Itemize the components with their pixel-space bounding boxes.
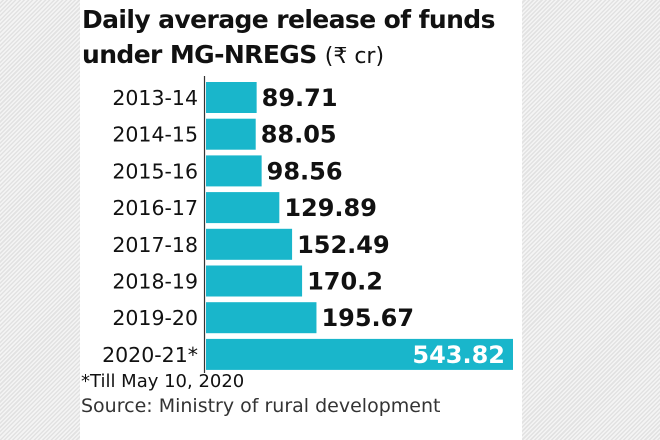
chart-title: Daily average release of funds under MG-… xyxy=(82,2,522,74)
bar-2016-17 xyxy=(206,192,280,224)
value-label: 170.2 xyxy=(307,268,383,296)
bar-2017-18 xyxy=(206,228,293,260)
value-label: 543.82 xyxy=(412,341,505,369)
category-label: 2018-19 xyxy=(112,270,198,294)
bar-2018-19 xyxy=(206,265,303,297)
source-note: Source: Ministry of rural development xyxy=(81,395,441,417)
value-label: 195.67 xyxy=(321,304,414,332)
value-label: 88.05 xyxy=(261,121,337,149)
chart-title-unit: (₹ cr) xyxy=(324,44,385,69)
value-label: 129.89 xyxy=(284,194,377,222)
category-label: 2020-21* xyxy=(102,343,198,367)
bar-2020-21* xyxy=(206,338,513,370)
bars-group xyxy=(206,82,513,370)
value-labels-group: 89.71 88.05 98.56 129.89 152.49 170.2 195.67 54… xyxy=(261,84,505,369)
footnote: *Till May 10, 2020 xyxy=(81,371,245,392)
chart-title-text: Daily average release of funds under MG-… xyxy=(82,5,495,69)
bar-2015-16 xyxy=(206,155,262,187)
value-label: 89.71 xyxy=(262,84,338,112)
category-labels-group: 2013-14 2014-15 2015-16 2016-17 2017-18 2018-… xyxy=(102,86,198,367)
category-label: 2014-15 xyxy=(112,123,198,147)
category-label: 2017-18 xyxy=(112,233,198,257)
value-label: 152.49 xyxy=(297,231,390,259)
bar-2014-15 xyxy=(206,118,256,150)
category-label: 2019-20 xyxy=(112,306,198,330)
bar-2019-20 xyxy=(206,302,317,334)
category-label: 2016-17 xyxy=(112,196,198,220)
category-label: 2013-14 xyxy=(112,86,198,110)
category-label: 2015-16 xyxy=(112,159,198,183)
bar-2013-14 xyxy=(206,82,257,113)
value-label: 98.56 xyxy=(267,157,343,185)
